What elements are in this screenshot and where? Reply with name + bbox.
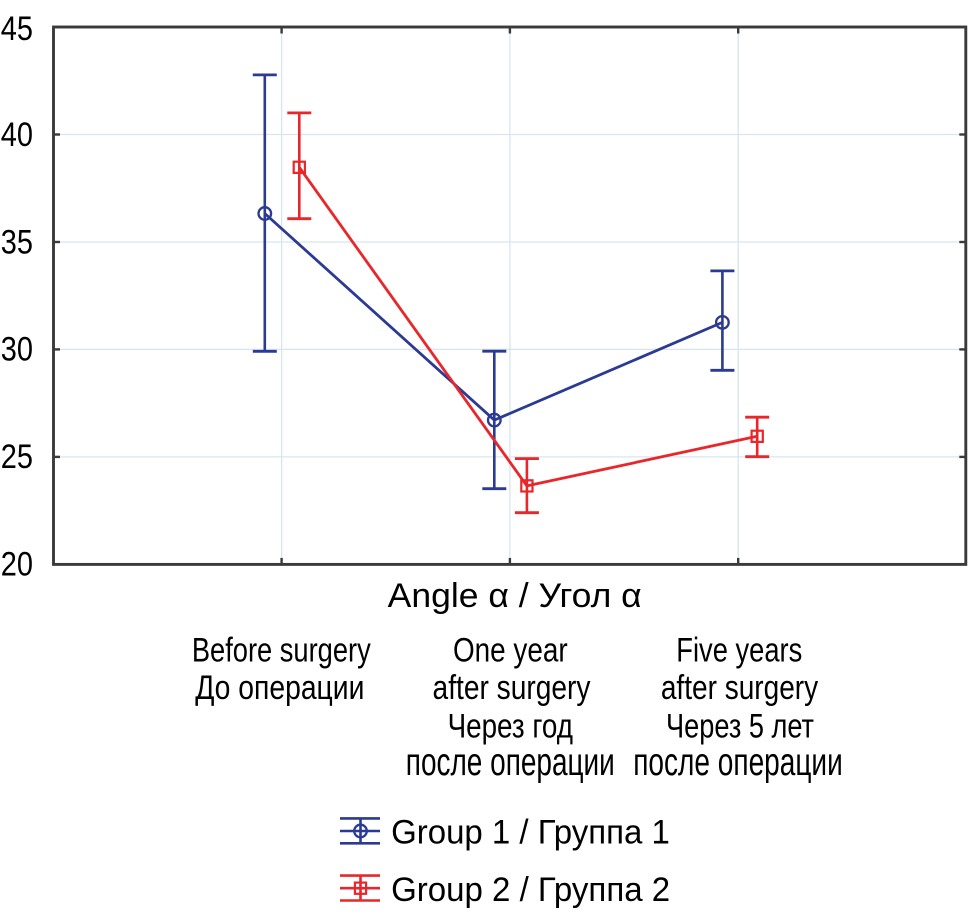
svg-text:Before surgery: Before surgery bbox=[192, 632, 371, 670]
svg-text:после операции: после операции bbox=[633, 741, 843, 784]
svg-text:35: 35 bbox=[1, 223, 33, 261]
svg-text:20: 20 bbox=[1, 546, 33, 584]
svg-text:Group 2 / Группа 2: Group 2 / Группа 2 bbox=[391, 871, 670, 909]
svg-text:До операции: До операции bbox=[195, 669, 364, 707]
svg-text:Five years: Five years bbox=[676, 632, 802, 670]
svg-text:Через год: Через год bbox=[448, 707, 574, 745]
svg-text:Group 1 / Группа 1: Group 1 / Группа 1 bbox=[391, 813, 670, 851]
svg-text:25: 25 bbox=[1, 438, 33, 476]
svg-text:45: 45 bbox=[1, 10, 33, 48]
svg-text:One year: One year bbox=[453, 632, 568, 670]
svg-text:40: 40 bbox=[1, 116, 33, 154]
svg-text:Angle α / Угол α: Angle α / Угол α bbox=[388, 577, 642, 615]
svg-text:Через 5 лет: Через 5 лет bbox=[666, 707, 814, 745]
svg-text:after surgery: after surgery bbox=[661, 669, 818, 707]
svg-text:после операции: после операции bbox=[406, 741, 615, 784]
svg-text:30: 30 bbox=[1, 331, 33, 369]
svg-text:after surgery: after surgery bbox=[433, 669, 591, 707]
